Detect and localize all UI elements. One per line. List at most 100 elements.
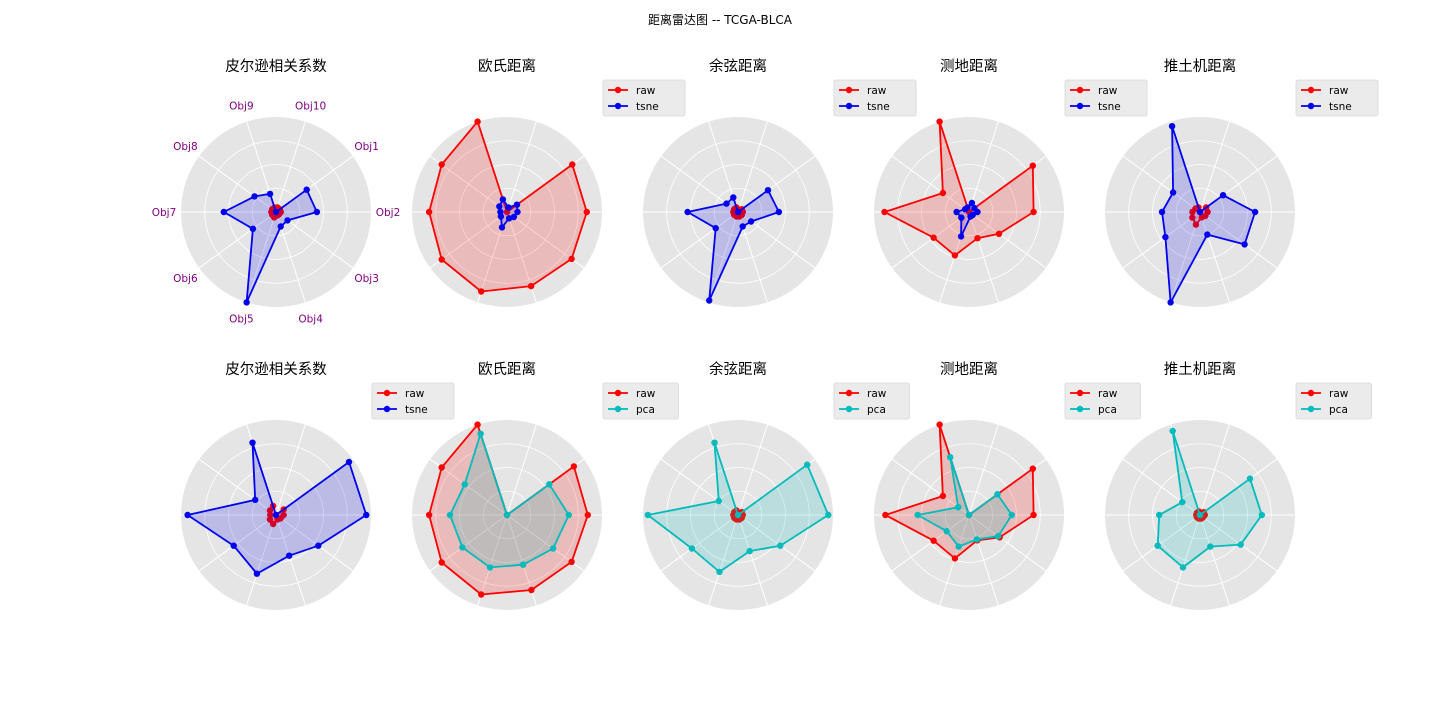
panel-title: 皮尔逊相关系数 <box>225 58 327 75</box>
legend-box <box>1064 79 1148 117</box>
legend: raw pca <box>1064 382 1141 420</box>
angular-gridline <box>891 155 970 213</box>
angular-gridline <box>275 514 354 572</box>
data-point-raw <box>528 586 535 594</box>
legend-label: tsne <box>405 404 428 416</box>
panel-title: 欧氏距离 <box>478 361 536 378</box>
legend-marker-raw <box>1307 389 1315 397</box>
data-point-pca <box>947 454 954 461</box>
legend-marker-tsne <box>1307 102 1315 110</box>
angular-gridline <box>1199 211 1230 303</box>
data-point-tsne <box>497 208 504 216</box>
data-point-pca <box>565 511 572 519</box>
data-point-raw <box>1198 214 1206 221</box>
data-point-tsne <box>958 214 965 221</box>
category-tick-label: Obj7 <box>152 207 177 219</box>
data-point-tsne <box>730 194 737 201</box>
data-point-raw <box>568 558 575 566</box>
data-point-tsne <box>764 187 772 194</box>
data-point-tsne <box>249 225 257 232</box>
data-point-pca <box>943 528 950 535</box>
angular-gridline <box>968 424 999 516</box>
data-point-raw <box>569 161 576 168</box>
radar-panel: 皮尔逊相关系数 Obj1 Obj2 Obj3 Obj4 Obj5 Obj6 Obj7 Obj8 O… <box>152 58 401 326</box>
legend-marker-tsne <box>1076 102 1084 110</box>
legend-marker-raw <box>614 86 622 94</box>
legend: raw tsne <box>1295 79 1379 117</box>
data-point-tsne <box>505 204 512 211</box>
angular-gridline <box>1199 211 1278 269</box>
data-point-raw <box>583 208 590 216</box>
data-point-tsne <box>286 552 293 559</box>
angular-gridline <box>968 211 1047 269</box>
legend: raw tsne <box>602 79 686 117</box>
radar-panel: 欧氏距离 raw tsne <box>412 58 686 307</box>
category-tick-label: Obj8 <box>173 141 198 153</box>
data-point-tsne <box>1162 233 1169 241</box>
data-point-pca <box>825 511 832 519</box>
data-point-pca <box>1207 543 1214 550</box>
data-point-tsne <box>747 218 755 225</box>
legend-label: raw <box>405 388 425 400</box>
data-point-tsne <box>499 196 507 203</box>
angular-gridline <box>708 211 739 303</box>
data-point-tsne <box>253 570 261 577</box>
legend-label: pca <box>867 404 886 416</box>
series-fill-raw <box>885 424 1034 559</box>
data-point-raw <box>1029 465 1037 472</box>
legend-marker-raw <box>845 86 853 94</box>
legend-label: pca <box>1329 404 1348 416</box>
data-point-raw <box>1192 221 1200 228</box>
data-point-raw <box>930 537 937 544</box>
data-point-pca <box>1246 475 1254 482</box>
series-fill-raw <box>884 121 1034 256</box>
data-point-pca <box>477 430 484 437</box>
legend-label: raw <box>1329 388 1349 400</box>
data-point-pca <box>1169 427 1176 435</box>
legend-label: tsne <box>1098 101 1121 113</box>
legend-box <box>1064 382 1141 420</box>
angular-gridline <box>1122 458 1201 516</box>
panel-title: 余弦距离 <box>709 57 767 75</box>
data-point-tsne <box>272 208 280 216</box>
data-point-tsne <box>706 297 713 304</box>
series-fill-tsne <box>1162 126 1256 303</box>
angular-gridline <box>477 514 508 606</box>
legend-box <box>1295 382 1372 420</box>
data-point-raw <box>584 511 591 519</box>
data-point-pca <box>1196 511 1204 519</box>
legend-box <box>371 382 455 420</box>
data-point-tsne <box>957 233 965 240</box>
data-point-tsne <box>249 439 256 446</box>
data-point-pca <box>973 536 981 543</box>
angular-gridline <box>1122 514 1201 572</box>
angular-gridline <box>737 514 768 606</box>
legend-marker-raw <box>1076 389 1084 397</box>
data-point-tsne <box>230 542 237 549</box>
data-point-tsne <box>510 213 518 221</box>
data-point-tsne <box>277 223 284 230</box>
figure-title: 距离雷达图 -- TCGA-BLCA <box>648 12 793 27</box>
data-point-pca <box>688 545 696 552</box>
panel-title: 欧氏距离 <box>478 58 536 75</box>
series-fill-pca <box>917 457 1012 547</box>
data-point-tsne <box>684 208 691 216</box>
legend: raw pca <box>602 382 679 420</box>
data-point-raw <box>568 255 575 263</box>
data-point-tsne <box>315 542 322 549</box>
radar-panel: 余弦距离 raw tsne <box>643 57 917 307</box>
data-point-pca <box>546 481 553 488</box>
panel-title: 推土机距离 <box>1164 58 1237 75</box>
data-point-raw <box>474 421 481 428</box>
data-point-tsne <box>967 213 974 220</box>
data-point-raw <box>1030 208 1037 216</box>
angular-gridline <box>968 514 999 606</box>
data-point-pca <box>486 564 494 571</box>
angular-gridline <box>660 458 739 516</box>
angular-gridline <box>1199 424 1230 516</box>
data-point-raw <box>881 208 888 216</box>
data-point-raw <box>438 464 445 471</box>
data-point-raw <box>269 520 277 528</box>
data-point-tsne <box>734 208 742 216</box>
